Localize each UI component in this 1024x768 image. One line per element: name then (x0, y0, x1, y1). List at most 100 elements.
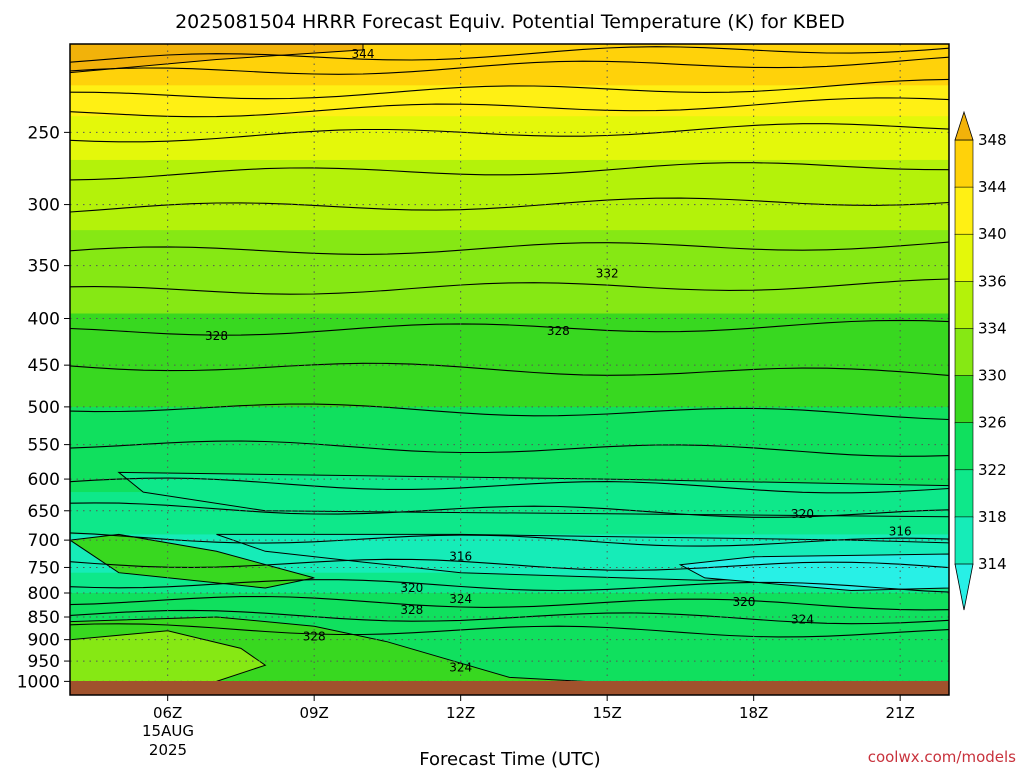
y-tick-label: 300 (28, 196, 60, 216)
colorbar-label: 318 (978, 508, 1007, 526)
colorbar: 314 318 322 326 330 334 336 340 344 348 (954, 110, 1007, 611)
y-tick-label: 900 (28, 631, 60, 651)
y-tick-label: 800 (28, 584, 60, 604)
x-tick-label: 18Z (739, 704, 768, 722)
colorbar-arrow-bottom (954, 563, 974, 611)
colorbar-arrow-top (954, 110, 974, 141)
colorbar-label: 334 (978, 319, 1007, 337)
colorbar-segment (954, 375, 974, 424)
contour-line (70, 403, 949, 421)
credit-text: coolwx.com/models (868, 748, 1016, 766)
contour-lines (70, 46, 949, 638)
contour-line (70, 609, 949, 625)
contour-label: 344 (352, 47, 375, 61)
contour-label: 332 (596, 266, 619, 280)
contour-line (70, 362, 949, 376)
contour-line (70, 241, 949, 255)
contour-label: 328 (400, 603, 423, 617)
contour-label: 320 (400, 581, 423, 595)
contour-band (70, 159, 949, 231)
contour-labels: 344 332 328 328 320 316 316 320 324 328 328 320 324 3… (205, 47, 912, 674)
y-tick-label: 1000 (17, 672, 60, 692)
y-tick-label: 400 (28, 310, 60, 330)
contour-line (70, 579, 949, 593)
mid-cool (117, 471, 949, 518)
contour-line (70, 440, 949, 457)
surface-ground (70, 681, 949, 695)
contour-label: 328 (303, 630, 326, 644)
contour-band (70, 85, 949, 117)
y-tick-label: 350 (28, 257, 60, 277)
x-axis: 15AUG 2025 06Z 09Z 12Z 15Z 18Z 21Z (142, 695, 915, 759)
colorbar-segment (954, 139, 974, 188)
colorbar-label: 344 (978, 178, 1007, 196)
y-axis: 250 300 350 400 450 500 550 600 650 700 750 800 850 9… (17, 123, 70, 692)
contour-line (70, 477, 949, 494)
contour-label: 324 (449, 660, 472, 674)
contour-band (70, 313, 949, 408)
warm-low-core (70, 630, 267, 686)
y-tick-label: 650 (28, 502, 60, 522)
grid-lines (70, 44, 949, 695)
contour-line (70, 78, 949, 100)
contour-label: 316 (889, 525, 912, 539)
y-tick-label: 850 (28, 608, 60, 628)
colorbar-segment (954, 516, 974, 565)
plot-area (70, 44, 949, 695)
x-tick-label: 12Z (446, 704, 475, 722)
colorbar-label: 348 (978, 131, 1007, 149)
x-tick-label: 21Z (885, 704, 914, 722)
y-tick-label: 500 (28, 398, 60, 418)
contour-line (70, 502, 949, 518)
y-tick-label: 550 (28, 436, 60, 456)
y-tick-label: 950 (28, 652, 60, 672)
warm-core-top (70, 44, 364, 74)
contour-line (70, 123, 949, 143)
colorbar-segment (954, 233, 974, 283)
y-tick-label: 700 (28, 531, 60, 551)
contour-line (70, 319, 949, 336)
contour-line (70, 97, 949, 118)
colorbar-label: 326 (978, 414, 1007, 432)
contour-line (70, 197, 949, 213)
colorbar-segment (954, 281, 974, 330)
x-tick-label: 06Z (153, 704, 182, 722)
contour-line (70, 532, 949, 547)
colorbar-label: 336 (978, 272, 1007, 290)
contour-line (70, 623, 949, 638)
y-tick-label: 600 (28, 470, 60, 490)
x-tick-label: 09Z (299, 704, 328, 722)
y-tick-label: 250 (28, 123, 60, 143)
contour-label: 320 (791, 507, 814, 521)
chart-title: 2025081504 HRRR Forecast Equiv. Potentia… (175, 11, 845, 33)
colorbar-label: 314 (978, 555, 1007, 573)
x-tick-label: 15Z (592, 704, 621, 722)
contour-line (70, 56, 949, 75)
colorbar-segment (954, 469, 974, 518)
contour-label: 316 (449, 550, 472, 564)
contour-line (70, 162, 949, 181)
contour-band (70, 230, 949, 315)
colorbar-label: 340 (978, 225, 1007, 243)
colorbar-label: 322 (978, 461, 1007, 479)
x-date-line1: 15AUG (142, 722, 194, 740)
contour-label: 324 (449, 592, 472, 606)
contour-label: 320 (732, 595, 755, 609)
contour-line (70, 595, 949, 611)
colorbar-segment (954, 328, 974, 377)
contour-line (70, 46, 949, 63)
colorbar-label: 330 (978, 367, 1007, 385)
contour-label: 324 (791, 612, 814, 626)
contour-band (70, 116, 949, 161)
x-date-line2: 2025 (149, 741, 187, 759)
contour-line (70, 278, 949, 295)
y-tick-label: 450 (28, 356, 60, 376)
plot-frame (69, 43, 950, 696)
contour-label: 328 (547, 324, 570, 338)
colorbar-segment (954, 422, 974, 471)
x-axis-label: Forecast Time (UTC) (419, 749, 600, 768)
y-tick-label: 750 (28, 558, 60, 578)
contour-line (70, 558, 949, 571)
contour-label: 328 (205, 329, 228, 343)
